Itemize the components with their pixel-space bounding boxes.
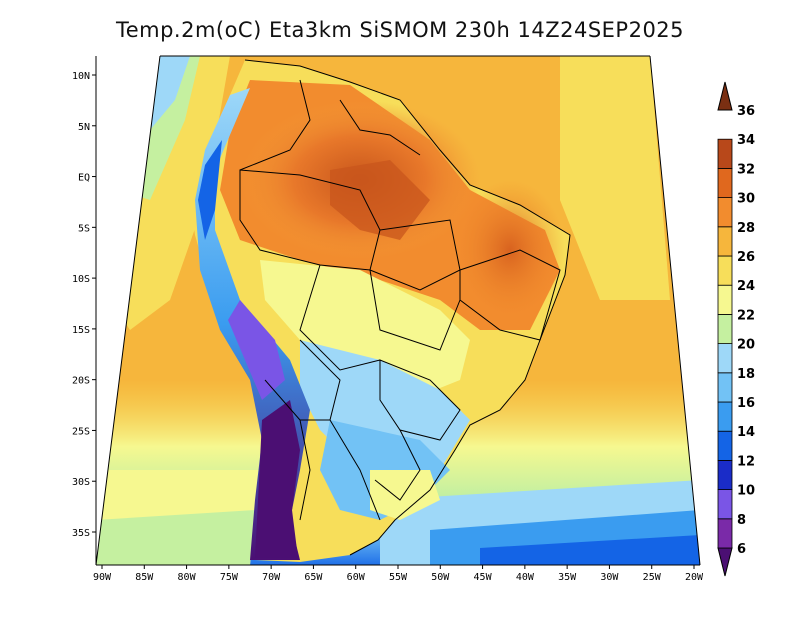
y-tick-label: 5S [78, 223, 90, 234]
colorbar-swatch [717, 167, 733, 198]
colorbar-label: 24 [737, 279, 755, 294]
colorbar-label: 26 [737, 250, 755, 265]
colorbar-swatch [717, 430, 733, 461]
political-borders [239, 59, 571, 556]
map-title: Temp.2m(oC) Eta3km SiSMOM 230h 14Z24SEP2… [115, 18, 685, 42]
colorbar-label: 34 [737, 133, 755, 148]
colorbar-label: 8 [737, 513, 746, 528]
colorbar-swatch [717, 343, 733, 374]
x-tick-label: 40W [516, 572, 535, 583]
colorbar-swatch [717, 401, 733, 432]
x-tick-label: 90W [93, 572, 112, 583]
y-tick-label: 10N [72, 71, 90, 82]
colorbar-label: 36 [737, 104, 755, 119]
colorbar-label: 28 [737, 221, 755, 236]
colorbar-label: 22 [737, 308, 755, 323]
colorbar-label: 14 [737, 425, 755, 440]
x-tick-label: 30W [600, 572, 619, 583]
x-tick-label: 60W [347, 572, 366, 583]
colorbar-max-arrow [717, 81, 733, 111]
colorbar-swatch [717, 489, 733, 520]
colorbar-label: 20 [737, 338, 755, 353]
colorbar-swatch [717, 313, 733, 344]
colorbar-swatch [717, 255, 733, 286]
colorbar-swatch [717, 459, 733, 490]
colorbar-label: 16 [737, 396, 755, 411]
y-tick-label: 5N [78, 122, 90, 133]
y-tick-label: 30S [72, 477, 90, 488]
colorbar-swatch [717, 226, 733, 257]
temperature-field [96, 56, 700, 565]
y-tick-label: 10S [72, 274, 90, 285]
colorbar-label: 30 [737, 192, 755, 207]
colorbar-label: 18 [737, 367, 755, 382]
y-tick-label: 25S [72, 426, 90, 437]
x-tick-label: 50W [431, 572, 450, 583]
colorbar-swatch [717, 372, 733, 403]
x-tick-label: 20W [685, 572, 704, 583]
colorbar-label: 6 [737, 542, 746, 557]
y-tick-label: 20S [72, 376, 90, 387]
colorbar-swatch [717, 518, 733, 549]
colorbar-swatch [717, 138, 733, 169]
colorbar-swatch [717, 197, 733, 228]
x-tick-label: 25W [643, 572, 662, 583]
colorbar-label: 32 [737, 162, 755, 177]
x-tick-label: 65W [304, 572, 323, 583]
x-tick-label: 35W [558, 572, 577, 583]
x-tick-label: 75W [220, 572, 239, 583]
x-tick-label: 85W [135, 572, 154, 583]
x-tick-label: 45W [474, 572, 493, 583]
colorbar: 6 8 10 12 14 16 18 20 22 24 26 28 30 32 34 36 [717, 81, 755, 577]
colorbar-label: 10 [737, 484, 755, 499]
x-tick-label: 55W [389, 572, 408, 583]
y-axis-ticks: 10N 5N EQ 5S 10S 15S 20S 25S 30S 35S [72, 71, 96, 539]
x-tick-label: 70W [262, 572, 281, 583]
y-tick-label: EQ [78, 173, 90, 184]
colorbar-label: 12 [737, 454, 755, 469]
colorbar-swatch [717, 284, 733, 315]
y-tick-label: 15S [72, 325, 90, 336]
x-tick-label: 80W [178, 572, 197, 583]
x-axis-ticks: 90W 85W 80W 75W 70W 65W 60W 55W 50W 45W 40W 35W 30W 2… [93, 565, 704, 583]
colorbar-min-arrow [717, 547, 733, 577]
y-tick-label: 35S [72, 528, 90, 539]
